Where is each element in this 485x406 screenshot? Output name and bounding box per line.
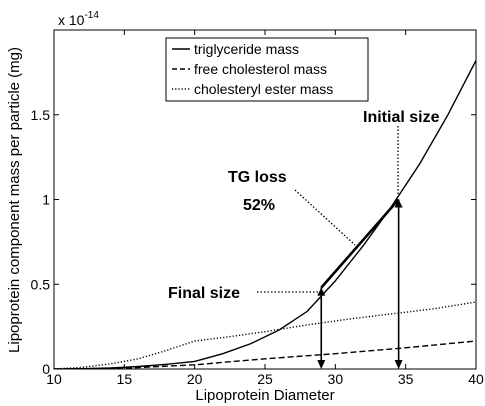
tg-loss-highlight: [320, 198, 400, 289]
legend-label-free-cholesterol: free cholesterol mass: [194, 61, 327, 77]
annotation-initial-size: Initial size: [363, 109, 440, 126]
y-scale-factor: x 10-14: [58, 10, 99, 28]
marker-group: [317, 199, 403, 369]
tick-group: 10 15 20 25 30 35 40 0 0.5 1 1.5: [31, 30, 484, 387]
initial-size-marker-arrowhead: [394, 360, 403, 369]
annotation-tg-loss: TG loss: [228, 169, 287, 186]
legend-label-triglyceride: triglyceride mass: [194, 41, 299, 57]
series-group: [54, 60, 476, 369]
final-size-marker-arrowhead-top: [317, 287, 326, 296]
final-size-marker-arrowhead: [317, 360, 326, 369]
x-tick-label: 30: [328, 371, 344, 387]
y-axis-label: Lipoprotein component mass per particle …: [6, 47, 23, 353]
leader-tg-loss: [294, 189, 356, 246]
x-tick-label: 25: [257, 371, 273, 387]
x-tick-label: 10: [46, 371, 62, 387]
x-axis-label: Lipoprotein Diameter: [195, 387, 334, 404]
series-line-cholesteryl-ester: [54, 301, 476, 369]
y-tick-label: 1.5: [31, 107, 51, 123]
y-tick-label: 1: [42, 192, 50, 208]
legend: triglyceride mass free cholesterol mass …: [165, 37, 369, 102]
legend-label-cholesteryl-ester: cholesteryl ester mass: [194, 81, 333, 97]
x-tick-label: 15: [117, 371, 133, 387]
x-tick-label: 35: [398, 371, 414, 387]
legend-box: [165, 37, 369, 102]
annotation-tg-loss-percent: 52%: [243, 197, 275, 214]
y-scale-exponent: -14: [84, 10, 99, 21]
x-tick-label: 20: [187, 371, 203, 387]
x-tick-label: 40: [468, 371, 484, 387]
series-line-triglyceride: [54, 60, 476, 369]
initial-size-marker-arrowhead-top: [394, 199, 403, 208]
y-tick-label: 0: [42, 361, 50, 377]
y-tick-label: 0.5: [31, 276, 51, 292]
series-line-free-cholesterol: [54, 340, 476, 369]
annotation-final-size: Final size: [168, 285, 240, 302]
